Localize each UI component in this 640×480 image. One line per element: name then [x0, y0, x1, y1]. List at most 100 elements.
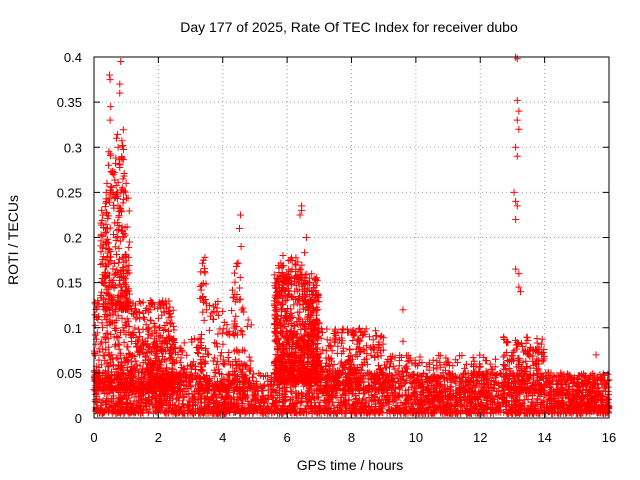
- data-point: [314, 291, 322, 299]
- data-point: [122, 331, 130, 339]
- data-point: [531, 405, 539, 413]
- data-point: [104, 291, 112, 299]
- data-point: [174, 373, 182, 381]
- data-point: [415, 401, 423, 409]
- data-point: [321, 408, 329, 416]
- data-point: [359, 346, 367, 354]
- data-point: [284, 352, 292, 360]
- data-point: [120, 187, 128, 195]
- data-point: [202, 280, 210, 288]
- data-point: [217, 383, 225, 391]
- data-point: [102, 303, 110, 311]
- data-point: [244, 379, 252, 387]
- data-point: [494, 380, 502, 388]
- data-point: [145, 325, 153, 333]
- data-point: [253, 380, 261, 388]
- data-point: [197, 404, 205, 412]
- data-point: [167, 401, 175, 409]
- data-point: [111, 243, 119, 251]
- data-point: [107, 253, 115, 261]
- data-point: [312, 409, 320, 417]
- data-point: [514, 396, 522, 404]
- data-point: [221, 409, 229, 417]
- data-point: [127, 368, 135, 376]
- data-point: [306, 374, 314, 382]
- data-point: [314, 324, 322, 332]
- data-point: [279, 284, 287, 292]
- data-point: [310, 404, 318, 412]
- data-point: [416, 405, 424, 413]
- data-point: [134, 403, 142, 411]
- data-point: [125, 394, 133, 402]
- data-point: [258, 386, 266, 394]
- data-point: [277, 272, 285, 280]
- data-point: [347, 371, 355, 379]
- data-point: [101, 383, 109, 391]
- data-point: [198, 367, 206, 375]
- data-point: [145, 384, 153, 392]
- data-point: [236, 295, 244, 303]
- data-point: [196, 380, 204, 388]
- data-point: [189, 393, 197, 401]
- data-point: [278, 329, 286, 337]
- data-point: [122, 251, 130, 259]
- data-point: [169, 306, 177, 314]
- data-point: [307, 313, 315, 321]
- data-point: [282, 388, 290, 396]
- data-point: [277, 319, 285, 327]
- data-point: [99, 253, 107, 261]
- data-point: [203, 402, 211, 410]
- data-point: [111, 169, 119, 177]
- data-point: [496, 369, 504, 377]
- data-point: [91, 300, 99, 308]
- data-point: [293, 366, 301, 374]
- data-point: [215, 311, 223, 319]
- data-point: [197, 268, 205, 276]
- data-point: [196, 378, 204, 386]
- data-point: [279, 262, 287, 270]
- data-point: [101, 263, 109, 271]
- data-point: [245, 353, 253, 361]
- data-point: [109, 276, 117, 284]
- data-point: [113, 226, 121, 234]
- data-point: [266, 376, 274, 384]
- data-point: [232, 312, 240, 320]
- data-point: [279, 369, 287, 377]
- data-point: [212, 300, 220, 308]
- data-point: [294, 321, 302, 329]
- data-point: [225, 349, 233, 357]
- data-point: [217, 352, 225, 360]
- data-point: [127, 378, 135, 386]
- data-point: [186, 362, 194, 370]
- data-point: [375, 342, 383, 350]
- data-point: [162, 357, 170, 365]
- data-point: [187, 383, 195, 391]
- data-point: [196, 335, 204, 343]
- data-point: [220, 399, 228, 407]
- data-point: [300, 372, 308, 380]
- data-point: [106, 257, 114, 265]
- data-point: [282, 307, 290, 315]
- data-point: [305, 302, 313, 310]
- data-point: [299, 343, 307, 351]
- data-point: [510, 397, 518, 405]
- data-point: [313, 317, 321, 325]
- data-point: [289, 371, 297, 379]
- data-point: [311, 275, 319, 283]
- data-point: [269, 386, 277, 394]
- data-point: [306, 365, 314, 373]
- data-point: [103, 321, 111, 329]
- data-point: [211, 381, 219, 389]
- data-point: [125, 290, 133, 298]
- data-point: [124, 343, 132, 351]
- data-point: [115, 379, 123, 387]
- data-point: [271, 282, 279, 290]
- data-point: [115, 341, 123, 349]
- data-point: [293, 287, 301, 295]
- data-point: [257, 397, 265, 405]
- data-point: [156, 346, 164, 354]
- data-point: [297, 398, 305, 406]
- data-point: [402, 408, 410, 416]
- data-point: [168, 407, 176, 415]
